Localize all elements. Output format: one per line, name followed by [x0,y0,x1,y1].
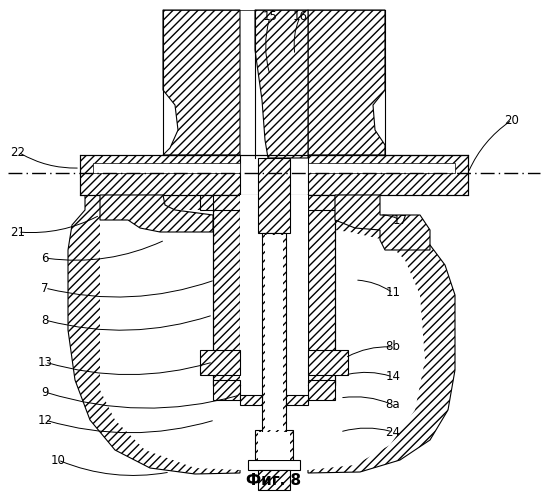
Text: 13: 13 [38,356,53,368]
Text: 22: 22 [10,146,26,158]
Text: 20: 20 [505,114,520,126]
Text: 12: 12 [37,414,53,426]
Bar [308,195,335,385]
Bar [240,195,308,385]
Text: 8: 8 [41,314,49,326]
Bar [200,195,240,210]
Bar [258,470,290,490]
Text: 6: 6 [41,252,49,264]
Text: Фиг. 8: Фиг. 8 [247,473,301,488]
Bar [265,235,283,430]
Text: 16: 16 [293,10,307,24]
Polygon shape [335,195,430,250]
Text: 11: 11 [385,286,401,300]
Bar [80,155,240,195]
Bar [308,163,455,173]
Text: 8a: 8a [386,398,400,411]
Bar [258,158,290,233]
Text: 14: 14 [385,370,401,384]
Bar [255,430,293,460]
Polygon shape [100,200,425,470]
Bar [200,350,240,375]
Bar [262,233,286,433]
Polygon shape [308,10,385,155]
Polygon shape [68,195,240,474]
Polygon shape [255,10,308,158]
Bar [308,350,348,375]
Text: 21: 21 [10,226,26,238]
Bar [308,195,348,210]
Text: 7: 7 [41,282,49,294]
Text: 24: 24 [385,426,401,438]
Bar [213,195,240,385]
Polygon shape [100,195,213,232]
Text: 17: 17 [392,214,408,226]
Text: 8b: 8b [386,340,401,353]
Polygon shape [308,195,455,473]
Bar [248,460,300,470]
Bar [286,395,308,405]
Bar [308,155,468,195]
Text: 15: 15 [262,10,277,24]
Bar [308,380,335,400]
Polygon shape [163,10,240,155]
Bar [258,432,290,460]
Text: 9: 9 [41,386,49,398]
Text: 10: 10 [50,454,65,466]
Bar [240,395,262,405]
Bar [93,163,240,173]
Bar [213,380,240,400]
